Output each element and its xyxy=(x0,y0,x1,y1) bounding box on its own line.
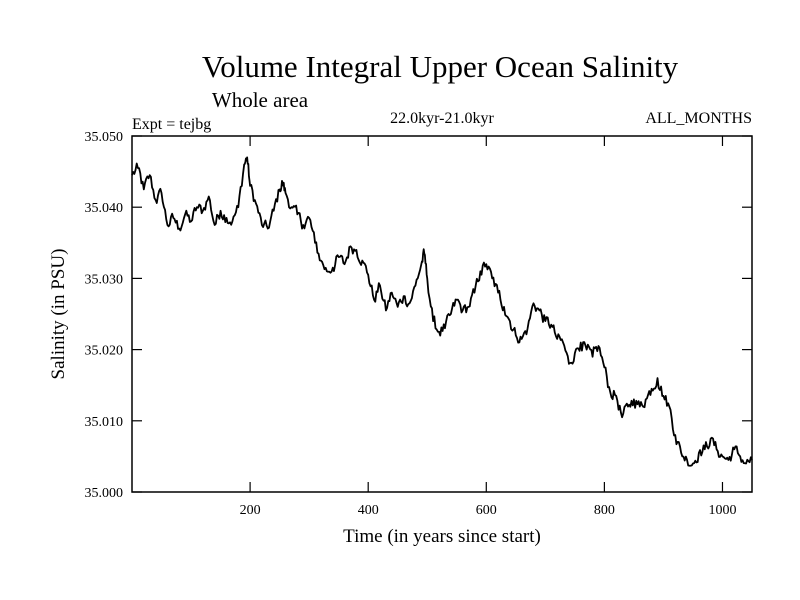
x-tick-label: 1000 xyxy=(708,503,736,518)
x-tick-label: 600 xyxy=(476,503,497,518)
plot-frame xyxy=(131,135,753,493)
y-axis: 35.000 35.010 35.020 35.030 35.040 35.050 xyxy=(85,130,752,501)
experiment-label: Expt = tejbg xyxy=(132,116,211,133)
y-tick-label: 35.030 xyxy=(85,272,124,287)
y-tick-label: 35.020 xyxy=(85,344,124,359)
season-label: ALL_MONTHS xyxy=(645,110,752,127)
y-tick-label: 35.010 xyxy=(85,415,124,430)
x-tick-label: 400 xyxy=(358,503,379,518)
y-tick-label: 35.050 xyxy=(85,130,124,145)
x-axis: 200 400 600 800 1000 xyxy=(240,136,736,518)
period-label: 22.0kyr-21.0kyr xyxy=(390,110,494,127)
salinity-series-line xyxy=(131,156,753,467)
y-tick-label: 35.000 xyxy=(85,486,124,501)
chart-title: Volume Integral Upper Ocean Salinity xyxy=(202,49,679,84)
x-axis-label: Time (in years since start) xyxy=(343,526,541,547)
y-tick-label: 35.040 xyxy=(85,201,124,216)
x-tick-label: 200 xyxy=(240,503,261,518)
chart-subtitle: Whole area xyxy=(212,88,309,112)
x-tick-label: 800 xyxy=(594,503,615,518)
y-axis-label: Salinity (in PSU) xyxy=(48,249,69,380)
